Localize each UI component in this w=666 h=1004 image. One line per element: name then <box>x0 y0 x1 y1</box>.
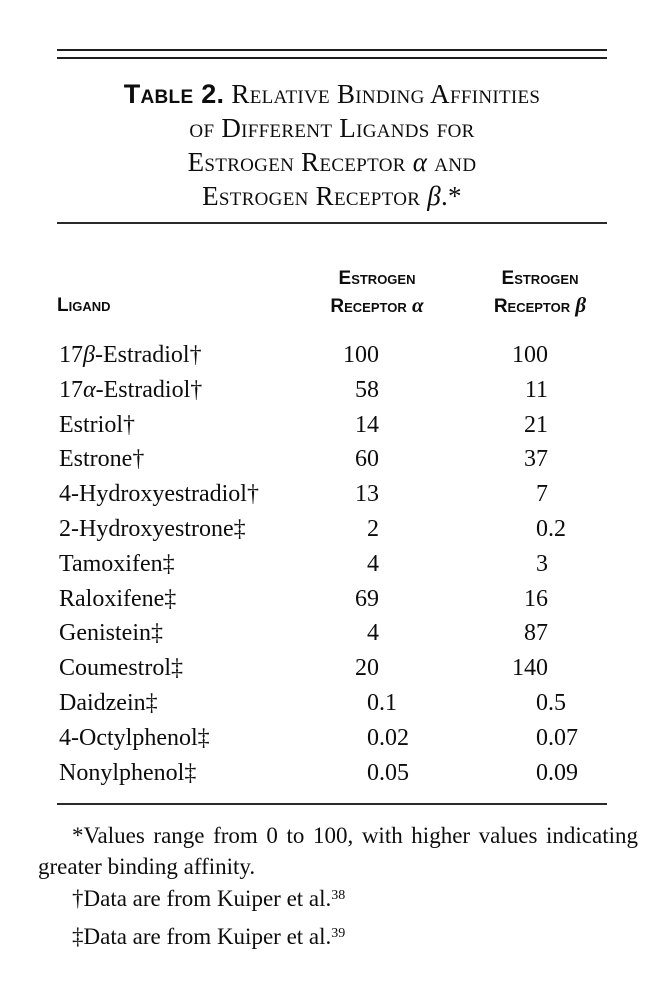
er-beta-value: 37 <box>524 446 548 473</box>
ligand-name: Tamoxifen‡ <box>59 550 175 577</box>
title-line-3: Estrogen Receptor α and <box>187 147 477 177</box>
ligand-name: 4-Hydroxyestradiol† <box>59 481 259 508</box>
ligand-name: 4-Octylphenol‡ <box>59 724 210 751</box>
table-row: Nonylphenol‡ 0.05 0.09 <box>57 756 607 791</box>
er-beta-value: 0.2 <box>536 515 566 542</box>
footnote-general: *Values range from 0 to 100, with higher… <box>38 823 638 879</box>
title-line-1-text: Relative Binding Affinities <box>231 79 541 109</box>
er-beta-value: 7 <box>536 481 548 508</box>
footnotes: *Values range from 0 to 100, with higher… <box>38 0 638 1004</box>
er-alpha-value: 60 <box>355 446 379 473</box>
table-row: 17α-Estradiol† 58 11 <box>57 373 607 408</box>
er-alpha-value: 58 <box>355 376 379 403</box>
table-row: Estrone† 60 37 <box>57 442 607 477</box>
title-line-1: Table 2. Relative Binding Affinities <box>57 77 607 111</box>
er-alpha-value: 0.02 <box>367 724 409 751</box>
er-beta-value: 100 <box>512 342 548 368</box>
er-alpha-value: 0.1 <box>367 689 397 716</box>
table-title: Table 2. Relative Binding Affinities of … <box>57 77 607 213</box>
table-row: 4-Octylphenol‡ 0.02 0.07 <box>57 721 607 756</box>
er-alpha-value: 69 <box>355 585 379 612</box>
er-beta-value: 87 <box>524 620 548 647</box>
er-beta-value: 0.5 <box>536 689 566 716</box>
title-line-4: Estrogen Receptor β.* <box>202 181 462 211</box>
footnote-dagger: †Data are from Kuiper et al.38 <box>72 886 346 911</box>
title-separator-rule <box>57 222 607 224</box>
er-alpha-value: 20 <box>355 655 379 682</box>
ligand-name: 17α-Estradiol† <box>59 376 203 403</box>
er-beta-value: 140 <box>512 655 548 682</box>
er-alpha-value: 100 <box>343 342 379 368</box>
er-alpha-value: 4 <box>367 620 379 647</box>
footnote-double-dagger: ‡Data are from Kuiper et al.39 <box>72 924 346 949</box>
ligand-name: Nonylphenol‡ <box>59 759 197 786</box>
ligand-name: Daidzein‡ <box>59 689 158 716</box>
er-beta-value: 21 <box>524 411 548 438</box>
er-beta-value: 16 <box>524 585 548 612</box>
title-line-2: of Different Ligands for <box>189 113 475 143</box>
citation-38: 38 <box>331 888 346 903</box>
alpha-symbol: α <box>412 147 428 177</box>
table-row: Coumestrol‡ 20 140 <box>57 651 607 686</box>
table-row: Daidzein‡ 0.1 0.5 <box>57 686 607 721</box>
ligand-name: Raloxifene‡ <box>59 585 177 612</box>
ligand-name: Estriol† <box>59 411 135 438</box>
table-row: Raloxifene‡ 69 16 <box>57 582 607 617</box>
greek-letter: α <box>83 376 96 403</box>
beta-symbol: β <box>427 181 441 211</box>
greek-letter: β <box>83 342 95 368</box>
table-row: Estriol† 14 21 <box>57 408 607 443</box>
ligand-name: 2-Hydroxyestrone‡ <box>59 515 246 542</box>
table-row: Genistein‡ 4 87 <box>57 616 607 651</box>
er-alpha-value: 13 <box>355 481 379 508</box>
table-row: Tamoxifen‡ 4 3 <box>57 547 607 582</box>
er-beta-value: 11 <box>524 376 548 403</box>
er-alpha-value: 14 <box>355 411 379 438</box>
ligand-name: Estrone† <box>59 446 145 473</box>
citation-39: 39 <box>331 926 346 941</box>
er-beta-value: 0.09 <box>536 759 578 786</box>
ligand-name: Genistein‡ <box>59 620 163 647</box>
top-double-rule <box>57 49 607 59</box>
footnote-separator-rule <box>57 803 607 805</box>
column-header-er-beta: Estrogen Receptor β <box>493 268 587 317</box>
ligand-name: 17β-Estradiol† <box>59 342 202 368</box>
table-row: 2-Hydroxyestrone‡ 2 0.2 <box>57 512 607 547</box>
table-number: Table 2. <box>123 79 225 109</box>
ligand-name: Coumestrol‡ <box>59 655 183 682</box>
er-alpha-value: 0.05 <box>367 759 409 786</box>
alpha-symbol: α <box>411 293 424 317</box>
column-header-ligand: Ligand <box>57 295 111 316</box>
beta-symbol: β <box>575 293 587 317</box>
table-row: 4-Hydroxyestradiol† 13 7 <box>57 477 607 512</box>
er-alpha-value: 2 <box>367 515 379 542</box>
er-beta-value: 0.07 <box>536 724 578 751</box>
table-row: 17β-Estradiol† 100 100 <box>57 338 607 373</box>
er-beta-value: 3 <box>536 550 548 577</box>
table-body: 17β-Estradiol† 100 100 17α-Estradiol† 58 11 Es… <box>57 338 607 790</box>
column-header-er-alpha: Estrogen Receptor α <box>330 268 424 317</box>
er-alpha-value: 4 <box>367 550 379 577</box>
